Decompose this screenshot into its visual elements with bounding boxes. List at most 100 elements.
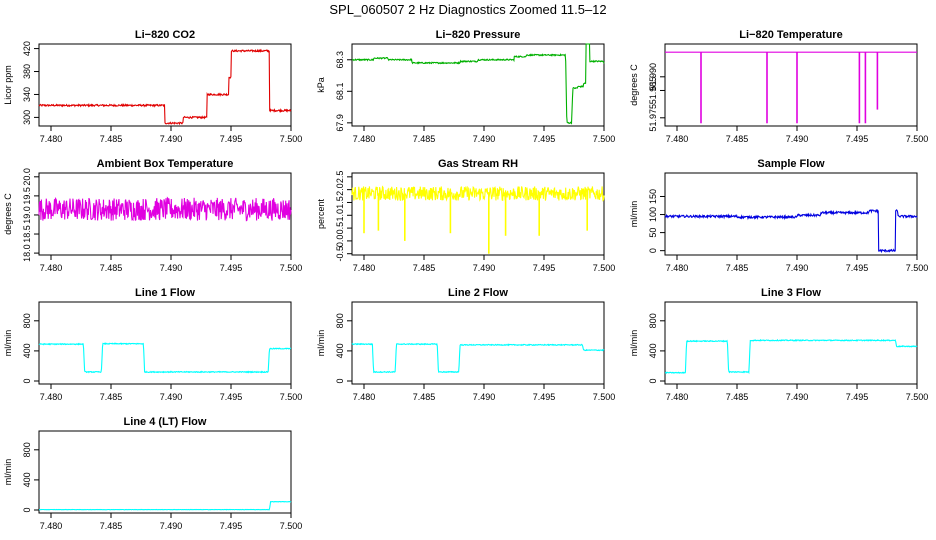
chart-panel: Li−820 CO2 Licor ppm 300 340 380 420 7.480 7.48… [3, 29, 302, 144]
y-tick-label: 2.0 [335, 183, 345, 196]
x-tick-label: 7.500 [280, 392, 303, 402]
y-tick-label: 0 [22, 378, 32, 383]
chart-panel: Sample Flow ml/min 0 50 100 150 7.480 7.485 7.49… [629, 158, 928, 273]
series-line [351, 185, 605, 202]
chart-title: Li−820 CO2 [135, 29, 195, 41]
x-tick-label: 7.490 [473, 263, 496, 273]
x-tick-label: 7.495 [220, 392, 243, 402]
y-tick-label: 68.3 [335, 51, 345, 69]
y-tick-label: 20.0 [22, 168, 32, 186]
y-tick-label: 340 [22, 87, 32, 102]
x-tick-label: 7.480 [353, 263, 376, 273]
x-tick-label: 7.480 [353, 134, 376, 144]
series-line [38, 342, 291, 374]
series-line [664, 338, 918, 375]
y-axis-label: percent [316, 198, 326, 229]
y-tick-label: 51.985 [648, 77, 658, 105]
y-tick-label: 0.0 [335, 235, 345, 248]
y-axis-label: degrees C [3, 193, 13, 235]
y-tick-label: -0.5 [335, 246, 345, 262]
y-tick-label: 1.0 [335, 209, 345, 222]
x-tick-label: 7.495 [220, 134, 243, 144]
y-tick-label: 800 [22, 442, 32, 457]
y-tick-label: 380 [22, 64, 32, 79]
y-tick-label: 67.9 [335, 114, 345, 132]
y-tick-label: 19.0 [22, 206, 32, 224]
x-tick-label: 7.495 [533, 134, 556, 144]
x-tick-label: 7.500 [906, 134, 929, 144]
x-tick-label: 7.485 [413, 392, 436, 402]
x-tick-label: 7.490 [160, 134, 183, 144]
x-tick-label: 7.485 [726, 263, 749, 273]
x-tick-label: 7.500 [280, 263, 303, 273]
chart-title: Line 2 Flow [448, 287, 508, 299]
x-tick-label: 7.480 [40, 521, 63, 531]
x-tick-label: 7.490 [160, 521, 183, 531]
x-tick-label: 7.480 [40, 134, 63, 144]
chart-title: Line 1 Flow [135, 287, 195, 299]
x-tick-label: 7.495 [220, 263, 243, 273]
chart-title: Gas Stream RH [438, 158, 518, 170]
y-tick-label: 150 [648, 189, 658, 204]
y-tick-label: 0 [22, 507, 32, 512]
x-tick-label: 7.485 [413, 134, 436, 144]
series-line [664, 208, 918, 254]
y-axis-label: ml/min [629, 330, 639, 357]
chart-panel: Gas Stream RH percent -0.50.00.51.01.52.02… [316, 158, 615, 273]
y-tick-label: 18.5 [22, 225, 32, 243]
y-tick-label: 0.5 [335, 222, 345, 235]
x-tick-label: 7.495 [533, 263, 556, 273]
y-axis-label: ml/min [3, 459, 13, 486]
chart-panel: Line 2 Flow ml/min 0 400 800 7.480 7.485 7.490 7… [316, 287, 615, 402]
chart-panel: Ambient Box Temperature degrees C 18.018.5… [3, 158, 302, 273]
series-line [351, 342, 605, 374]
series-line [38, 48, 292, 126]
y-tick-label: 400 [335, 343, 345, 358]
x-tick-label: 7.490 [473, 134, 496, 144]
page-title: SPL_060507 2 Hz Diagnostics Zoomed 11.5–… [329, 2, 607, 17]
y-axis-label: ml/min [316, 330, 326, 357]
plot-frame [38, 430, 292, 514]
plot-frame [38, 301, 292, 385]
plot-frame [664, 172, 918, 256]
y-tick-label: 51.990 [648, 63, 658, 91]
series-line [38, 500, 292, 511]
y-axis-label: ml/min [629, 201, 639, 228]
x-tick-label: 7.500 [906, 263, 929, 273]
y-axis-label: kPa [316, 77, 326, 93]
plot-frame [351, 172, 605, 256]
x-tick-label: 7.485 [100, 521, 123, 531]
x-tick-label: 7.485 [100, 392, 123, 402]
series-line [38, 196, 292, 222]
x-tick-label: 7.490 [786, 263, 809, 273]
y-tick-label: 420 [22, 41, 32, 56]
plot-frame [351, 43, 605, 127]
plot-frame [38, 43, 292, 127]
x-tick-label: 7.495 [533, 392, 556, 402]
y-tick-label: 1.5 [335, 196, 345, 209]
chart-title: Li−820 Temperature [739, 29, 842, 41]
x-tick-label: 7.480 [666, 263, 689, 273]
x-tick-label: 7.495 [846, 263, 869, 273]
y-tick-label: 19.5 [22, 187, 32, 205]
x-tick-label: 7.485 [100, 134, 123, 144]
y-axis-label: Licor ppm [3, 65, 13, 105]
y-tick-label: 18.0 [22, 244, 32, 262]
x-tick-label: 7.490 [160, 392, 183, 402]
chart-title: Line 4 (LT) Flow [124, 416, 207, 428]
x-tick-label: 7.500 [593, 134, 616, 144]
x-tick-label: 7.495 [846, 134, 869, 144]
y-tick-label: 800 [648, 313, 658, 328]
x-tick-label: 7.485 [413, 263, 436, 273]
x-tick-label: 7.485 [726, 392, 749, 402]
y-tick-label: 0 [335, 378, 345, 383]
x-tick-label: 7.500 [593, 392, 616, 402]
y-tick-label: 400 [22, 343, 32, 358]
x-tick-label: 7.500 [280, 521, 303, 531]
y-tick-label: 50 [648, 228, 658, 238]
x-tick-label: 7.495 [220, 521, 243, 531]
x-tick-label: 7.500 [593, 263, 616, 273]
plot-frame [664, 43, 918, 127]
y-tick-label: 0 [648, 248, 658, 253]
